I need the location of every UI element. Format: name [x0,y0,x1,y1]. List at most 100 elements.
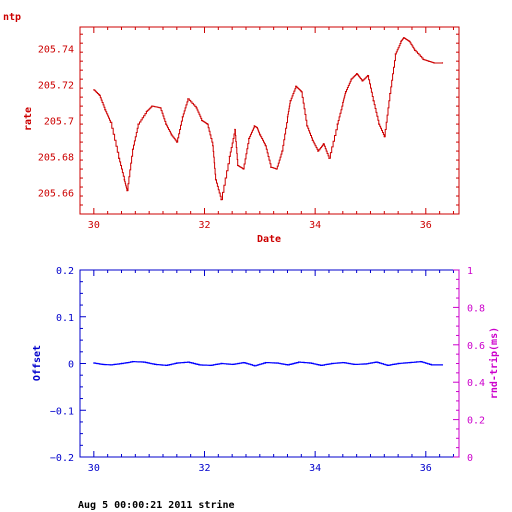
data-point [400,40,402,43]
plot-frame-0 [79,26,460,215]
x-axis-title: Date [257,234,281,245]
data-point [422,58,424,61]
y-tick-label: 205.66 [38,188,74,199]
data-point [242,168,244,170]
y-tick-label: 205.68 [38,152,74,163]
data-point [402,37,405,39]
data-point [165,364,167,367]
data-point [441,62,444,64]
data-point [151,105,153,107]
data-point [159,107,161,109]
data-point [383,135,386,138]
data-point [414,49,416,52]
data-point [206,123,208,125]
y-tick-label-right: 0.2 [467,416,485,427]
y-axis-title-left: Offset [32,345,43,381]
data-point [176,362,178,364]
y-tick-label: 0.1 [56,313,74,324]
y-tick-label-right: 0 [467,453,473,464]
data-point [394,53,397,55]
data-point [367,74,369,77]
data-point [386,364,388,367]
y-tick-label: 205.74 [38,45,74,56]
data-point [275,168,278,170]
data-point [93,362,95,364]
data-point [353,363,355,366]
data-point [187,361,189,363]
data-point [355,73,358,75]
data-point [176,141,178,143]
data-point [322,143,325,145]
data-point [286,364,289,366]
data-point [311,139,314,141]
data-point [93,89,95,91]
data-point [378,123,380,125]
data-point [253,125,255,127]
data-point [142,361,145,363]
y-tick-label: 0.2 [56,266,74,277]
data-point [181,116,184,118]
x-tick-label: 30 [88,463,100,474]
data-point [319,364,322,367]
data-point [264,144,267,147]
x-tick-label: 32 [198,220,210,231]
y-axis-title-right: rnd-trip(ms) [488,327,500,399]
data-point [137,123,139,125]
data-point [234,128,236,131]
data-point [253,365,255,367]
data-point [187,98,189,100]
footer-timestamp: Aug 5 00:00:21 2011 strine [78,500,235,511]
x-tick-label: 32 [198,463,210,474]
series-line-0 [93,37,443,201]
data-point [165,123,167,125]
data-point [364,363,366,365]
data-point [145,110,148,113]
data-point [198,364,200,366]
data-point [430,364,433,366]
data-point [342,361,344,364]
data-point [231,363,233,366]
y-tick-label: 0 [68,360,74,371]
data-point [101,363,103,366]
chart-title: ntp [3,12,21,23]
data-point [408,40,410,43]
data-point [256,126,258,129]
data-point [289,100,291,102]
data-point [328,157,330,159]
y-tick-label: −0.1 [50,406,74,417]
data-point [281,150,283,152]
data-point [275,362,278,364]
data-point [350,78,352,80]
data-point [126,189,128,192]
data-point [441,364,444,366]
data-point [331,362,333,365]
data-point [317,150,319,152]
data-point [212,144,214,147]
data-point [131,148,134,150]
data-point [170,134,172,136]
data-point [419,360,421,363]
y-tick-label-right: 0.6 [467,341,485,352]
data-point [120,362,123,365]
data-point [220,362,222,365]
y-tick-label: 205.72 [38,81,74,92]
x-tick-label: 36 [420,463,432,474]
data-point [118,157,120,159]
y-axis-title: rate [23,107,34,131]
x-tick-label: 30 [88,220,100,231]
x-tick-label: 34 [309,463,321,474]
data-point [131,360,134,363]
data-point [153,363,156,366]
y-tick-label: 205.7 [44,117,74,128]
y-tick-label: −0.2 [50,453,74,464]
data-point [201,119,203,122]
data-point [361,80,363,82]
data-point [248,137,250,140]
data-point [389,92,391,95]
data-point [375,361,377,363]
data-point [306,125,308,127]
data-point [242,361,244,364]
y-tick-label-right: 0.4 [467,378,485,389]
data-point [98,94,101,97]
